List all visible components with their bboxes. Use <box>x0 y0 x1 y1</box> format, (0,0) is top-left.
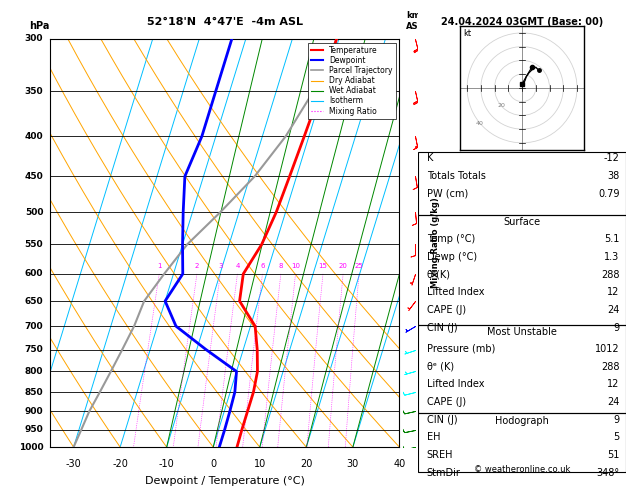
Text: StmDir: StmDir <box>426 468 460 478</box>
Text: 1.3: 1.3 <box>604 252 620 262</box>
Text: 900: 900 <box>25 407 43 416</box>
Text: 52°18'N  4°47'E  -4m ASL: 52°18'N 4°47'E -4m ASL <box>147 17 303 27</box>
Text: 1: 1 <box>406 407 412 416</box>
Text: 5.1: 5.1 <box>604 234 620 244</box>
Text: 3: 3 <box>218 263 223 269</box>
Text: 650: 650 <box>25 296 43 306</box>
Text: θᵉ(K): θᵉ(K) <box>426 270 450 279</box>
Text: -30: -30 <box>65 459 82 469</box>
Text: LCL: LCL <box>406 425 423 434</box>
Text: CAPE (J): CAPE (J) <box>426 397 465 407</box>
Bar <box>418 215 626 325</box>
Text: 600: 600 <box>25 269 43 278</box>
Text: CIN (J): CIN (J) <box>426 323 457 333</box>
Text: 1000: 1000 <box>19 443 43 451</box>
Text: Pressure (mb): Pressure (mb) <box>426 344 495 354</box>
Legend: Temperature, Dewpoint, Parcel Trajectory, Dry Adiabat, Wet Adiabat, Isotherm, Mi: Temperature, Dewpoint, Parcel Trajectory… <box>308 43 396 119</box>
Text: 2: 2 <box>195 263 199 269</box>
Text: 24.04.2024 03GMT (Base: 00): 24.04.2024 03GMT (Base: 00) <box>441 17 603 27</box>
Text: 24: 24 <box>607 305 620 315</box>
Text: 38: 38 <box>608 171 620 181</box>
Text: 400: 400 <box>25 132 43 141</box>
Text: © weatheronline.co.uk: © weatheronline.co.uk <box>474 465 571 474</box>
Text: -20: -20 <box>112 459 128 469</box>
Text: 450: 450 <box>25 172 43 181</box>
Text: Lifted Index: Lifted Index <box>426 379 484 389</box>
Text: 300: 300 <box>25 35 43 43</box>
Text: Dewpoint / Temperature (°C): Dewpoint / Temperature (°C) <box>145 476 305 486</box>
Bar <box>418 325 626 413</box>
Text: 12: 12 <box>607 287 620 297</box>
Text: 9: 9 <box>613 415 620 425</box>
Text: 750: 750 <box>25 345 43 354</box>
Text: 6: 6 <box>260 263 265 269</box>
Text: 1012: 1012 <box>595 344 620 354</box>
Text: 350: 350 <box>25 87 43 96</box>
Text: Totals Totals: Totals Totals <box>426 171 486 181</box>
Text: 20: 20 <box>338 263 348 269</box>
Text: 15: 15 <box>318 263 328 269</box>
Text: CAPE (J): CAPE (J) <box>426 305 465 315</box>
Text: 24: 24 <box>607 397 620 407</box>
Text: 0.79: 0.79 <box>598 189 620 199</box>
Text: θᵉ (K): θᵉ (K) <box>426 362 454 371</box>
Text: 4: 4 <box>406 280 412 290</box>
Text: 30: 30 <box>347 459 359 469</box>
Text: 5: 5 <box>406 240 412 249</box>
Text: 9: 9 <box>613 323 620 333</box>
Text: Lifted Index: Lifted Index <box>426 287 484 297</box>
Text: 348°: 348° <box>596 468 620 478</box>
Text: 850: 850 <box>25 387 43 397</box>
Text: 3: 3 <box>406 322 412 330</box>
Text: 40: 40 <box>393 459 406 469</box>
Text: 6: 6 <box>406 187 412 195</box>
Text: 550: 550 <box>25 240 43 249</box>
Text: Temp (°C): Temp (°C) <box>426 234 475 244</box>
Text: hPa: hPa <box>30 21 50 31</box>
Text: CIN (J): CIN (J) <box>426 415 457 425</box>
Text: K: K <box>426 154 433 163</box>
Text: -10: -10 <box>159 459 175 469</box>
Text: 288: 288 <box>601 362 620 371</box>
Text: PW (cm): PW (cm) <box>426 189 468 199</box>
Bar <box>418 413 626 471</box>
Text: Most Unstable: Most Unstable <box>487 327 557 337</box>
Text: 8: 8 <box>279 263 283 269</box>
Text: 2: 2 <box>406 367 412 376</box>
Text: 800: 800 <box>25 367 43 376</box>
Text: 12: 12 <box>607 379 620 389</box>
Text: 0: 0 <box>210 459 216 469</box>
Text: 51: 51 <box>607 450 620 460</box>
Text: Surface: Surface <box>503 217 541 227</box>
Text: 10: 10 <box>291 263 300 269</box>
Text: SREH: SREH <box>426 450 453 460</box>
Text: -12: -12 <box>604 154 620 163</box>
Text: km
ASL: km ASL <box>406 11 424 31</box>
Text: Hodograph: Hodograph <box>495 416 549 426</box>
Text: 288: 288 <box>601 270 620 279</box>
Bar <box>418 152 626 215</box>
Text: 5: 5 <box>613 433 620 442</box>
Text: Mixing Ratio (g/kg): Mixing Ratio (g/kg) <box>431 198 440 288</box>
Text: 1: 1 <box>157 263 162 269</box>
Text: Dewp (°C): Dewp (°C) <box>426 252 477 262</box>
Text: 7: 7 <box>406 132 412 141</box>
Text: 25: 25 <box>355 263 364 269</box>
Text: 950: 950 <box>25 425 43 434</box>
Text: 10: 10 <box>253 459 266 469</box>
Text: 700: 700 <box>25 322 43 330</box>
Text: 500: 500 <box>25 208 43 217</box>
Text: 20: 20 <box>300 459 313 469</box>
Text: EH: EH <box>426 433 440 442</box>
Text: 4: 4 <box>235 263 240 269</box>
